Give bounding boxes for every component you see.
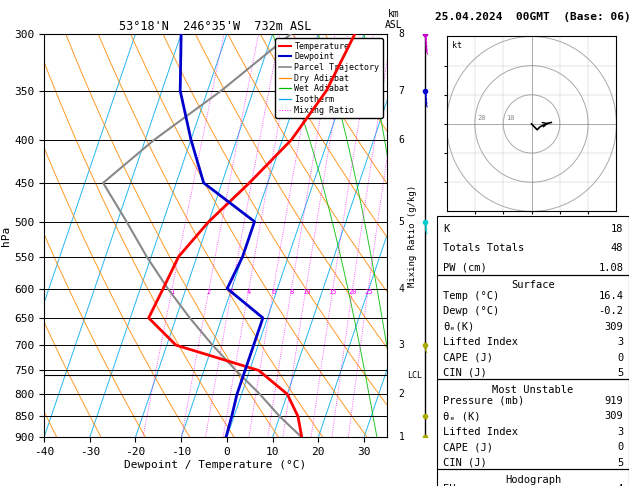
- Text: 25: 25: [364, 289, 372, 295]
- Text: Lifted Index: Lifted Index: [443, 337, 518, 347]
- Text: 0: 0: [617, 442, 623, 452]
- Text: 18: 18: [611, 224, 623, 234]
- Text: Dewp (°C): Dewp (°C): [443, 306, 499, 316]
- Text: 5: 5: [399, 217, 404, 226]
- Text: EH: EH: [443, 484, 455, 486]
- Text: 5: 5: [617, 458, 623, 468]
- Text: Most Unstable: Most Unstable: [493, 385, 574, 395]
- Text: θₑ (K): θₑ (K): [443, 411, 481, 421]
- Text: 16.4: 16.4: [598, 291, 623, 301]
- Text: 0: 0: [617, 352, 623, 363]
- Text: 20: 20: [478, 115, 486, 121]
- Text: 309: 309: [604, 322, 623, 332]
- Bar: [437, 379, 629, 469]
- Text: Totals Totals: Totals Totals: [443, 243, 524, 253]
- Text: 3: 3: [617, 427, 623, 436]
- Text: 1: 1: [170, 289, 174, 295]
- Text: Pressure (mb): Pressure (mb): [443, 396, 524, 405]
- Text: -0.2: -0.2: [598, 306, 623, 316]
- Text: 6: 6: [399, 135, 404, 145]
- Text: CAPE (J): CAPE (J): [443, 442, 493, 452]
- Text: 2: 2: [207, 289, 211, 295]
- Text: 4: 4: [399, 283, 404, 294]
- Text: -4: -4: [611, 484, 623, 486]
- Text: 5: 5: [617, 368, 623, 378]
- Text: 7: 7: [399, 86, 404, 96]
- Text: 1: 1: [399, 433, 404, 442]
- Legend: Temperature, Dewpoint, Parcel Trajectory, Dry Adiabat, Wet Adiabat, Isotherm, Mi: Temperature, Dewpoint, Parcel Trajectory…: [275, 38, 382, 118]
- Text: Temp (°C): Temp (°C): [443, 291, 499, 301]
- Text: 3: 3: [399, 340, 404, 350]
- Text: 48: 48: [611, 243, 623, 253]
- Text: 8: 8: [399, 29, 404, 39]
- Text: Lifted Index: Lifted Index: [443, 427, 518, 436]
- Text: 6: 6: [271, 289, 276, 295]
- Text: CIN (J): CIN (J): [443, 458, 487, 468]
- Text: Mixing Ratio (g/kg): Mixing Ratio (g/kg): [408, 185, 417, 287]
- Bar: [437, 275, 629, 379]
- Text: 20: 20: [348, 289, 357, 295]
- Bar: [437, 469, 629, 486]
- Text: PW (cm): PW (cm): [443, 263, 487, 273]
- Text: LCL: LCL: [407, 371, 421, 380]
- X-axis label: Dewpoint / Temperature (°C): Dewpoint / Temperature (°C): [125, 460, 306, 470]
- Text: θₑ(K): θₑ(K): [443, 322, 474, 332]
- Title: 53°18'N  246°35'W  732m ASL: 53°18'N 246°35'W 732m ASL: [120, 20, 311, 33]
- Text: Surface: Surface: [511, 280, 555, 291]
- Text: Hodograph: Hodograph: [505, 475, 561, 485]
- Text: 25.04.2024  00GMT  (Base: 06): 25.04.2024 00GMT (Base: 06): [435, 12, 629, 22]
- Text: kt: kt: [452, 41, 462, 50]
- Text: 10: 10: [302, 289, 310, 295]
- Text: 3: 3: [230, 289, 234, 295]
- Text: km
ASL: km ASL: [384, 9, 403, 30]
- Y-axis label: hPa: hPa: [1, 226, 11, 246]
- Text: CAPE (J): CAPE (J): [443, 352, 493, 363]
- Text: 309: 309: [604, 411, 623, 421]
- Text: 2: 2: [399, 389, 404, 399]
- Text: 10: 10: [506, 115, 515, 121]
- Text: 3: 3: [617, 337, 623, 347]
- Text: 919: 919: [604, 396, 623, 405]
- Text: 15: 15: [328, 289, 337, 295]
- Text: 1.08: 1.08: [598, 263, 623, 273]
- Bar: [437, 216, 629, 275]
- Text: 8: 8: [289, 289, 294, 295]
- Text: K: K: [443, 224, 449, 234]
- Text: CIN (J): CIN (J): [443, 368, 487, 378]
- Text: 4: 4: [247, 289, 251, 295]
